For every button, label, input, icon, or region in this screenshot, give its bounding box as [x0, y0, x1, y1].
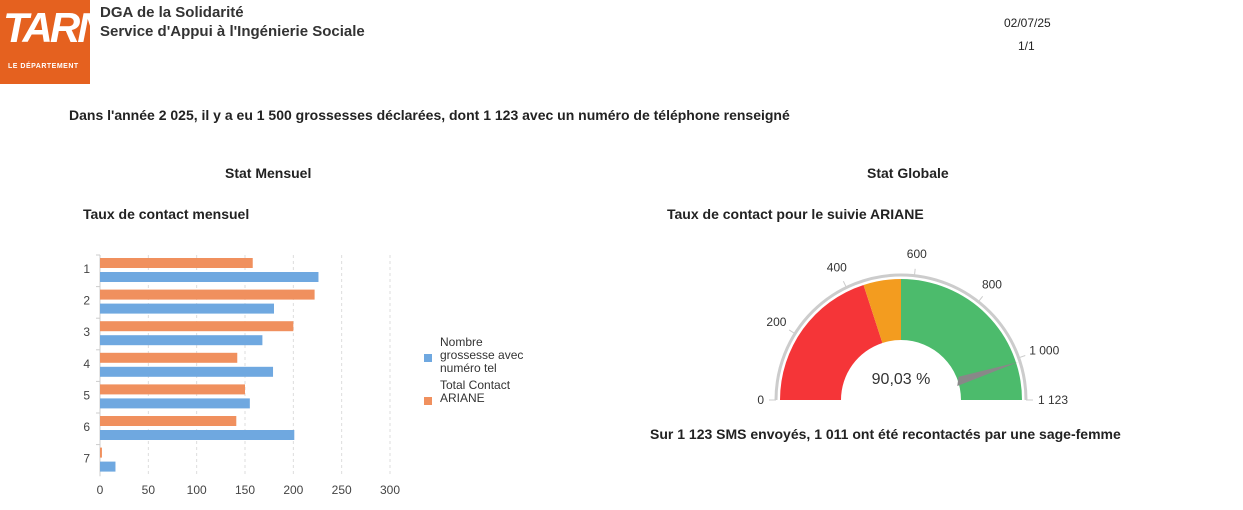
- bar: [100, 366, 274, 377]
- y-tick-label: 4: [83, 357, 90, 371]
- bar: [100, 461, 116, 472]
- x-tick-label: 100: [187, 483, 207, 497]
- bar: [100, 398, 250, 409]
- bar: [100, 352, 238, 363]
- x-tick-label: 300: [380, 483, 400, 497]
- gauge-tick: [913, 268, 916, 276]
- bar: [100, 430, 295, 440]
- bar: [100, 258, 253, 268]
- legend-label: Total Contact ARIANE: [440, 378, 511, 405]
- gauge-tick-label: 200: [766, 315, 786, 329]
- gauge-tick: [1018, 355, 1026, 359]
- section-title-global: Stat Globale: [867, 165, 949, 181]
- x-tick-label: 0: [97, 483, 104, 497]
- bar: [100, 384, 245, 395]
- gauge-tick-label: 800: [982, 278, 1002, 292]
- y-tick-label: 7: [83, 452, 90, 466]
- y-tick-label: 1: [83, 262, 90, 276]
- gauge-tick: [977, 295, 984, 303]
- summary-text: Dans l'année 2 025, il y a eu 1 500 gros…: [69, 107, 790, 123]
- gauge-tick: [842, 281, 847, 288]
- legend-swatch: [424, 397, 432, 405]
- bar: [100, 321, 294, 332]
- gauge-band: [780, 284, 883, 400]
- header-subtitle: Service d'Appui à l'Ingénierie Sociale: [100, 23, 365, 40]
- bar: [100, 416, 237, 426]
- bar: [100, 303, 274, 314]
- tarn-logo: TARN LE DÉPARTEMENT: [0, 0, 108, 84]
- x-tick-label: 250: [332, 483, 352, 497]
- bar: [100, 335, 263, 346]
- gauge-tick-label: 600: [907, 247, 927, 261]
- gauge-footer: Sur 1 123 SMS envoyés, 1 011 ont été rec…: [650, 426, 1121, 442]
- gauge-tick-label: 1 123: [1038, 393, 1068, 407]
- y-tick-label: 5: [83, 388, 90, 402]
- bar-chart-title: Taux de contact mensuel: [83, 206, 250, 222]
- bar: [100, 272, 319, 282]
- gauge-band: [863, 279, 901, 343]
- x-tick-label: 200: [283, 483, 303, 497]
- x-tick-label: 50: [142, 483, 156, 497]
- gauge-value: 90,03 %: [872, 371, 931, 388]
- bar-chart: 0 50 100 150 200 250 300 1 2 3 4 5 6 7 Nombre grossesse…: [83, 254, 523, 497]
- report-date: 02/07/25: [1004, 16, 1051, 30]
- gauge-chart: 0 200 400 600 800 1 000 1 123 90,03 %: [757, 247, 1068, 407]
- y-tick-label: 2: [83, 294, 90, 308]
- x-tick-label: 150: [235, 483, 255, 497]
- page-number: 1/1: [1018, 39, 1035, 53]
- gauge-tick: [788, 329, 796, 335]
- legend-swatch: [424, 354, 432, 362]
- gauge-tick-label: 1 000: [1029, 343, 1059, 357]
- y-tick-label: 3: [83, 325, 90, 339]
- bar: [100, 289, 315, 300]
- gauge-ring: [774, 273, 1028, 401]
- gauge-title: Taux de contact pour le suivie ARIANE: [667, 206, 924, 222]
- section-title-monthly: Stat Mensuel: [225, 165, 312, 181]
- header-title: DGA de la Solidarité: [100, 4, 244, 21]
- bar: [100, 447, 102, 458]
- gauge-tick-label: 400: [827, 261, 847, 275]
- gauge-tick-label: 0: [757, 393, 764, 407]
- y-tick-label: 6: [83, 420, 90, 434]
- legend-label: Nombre grossesse avec numéro tel: [440, 335, 523, 375]
